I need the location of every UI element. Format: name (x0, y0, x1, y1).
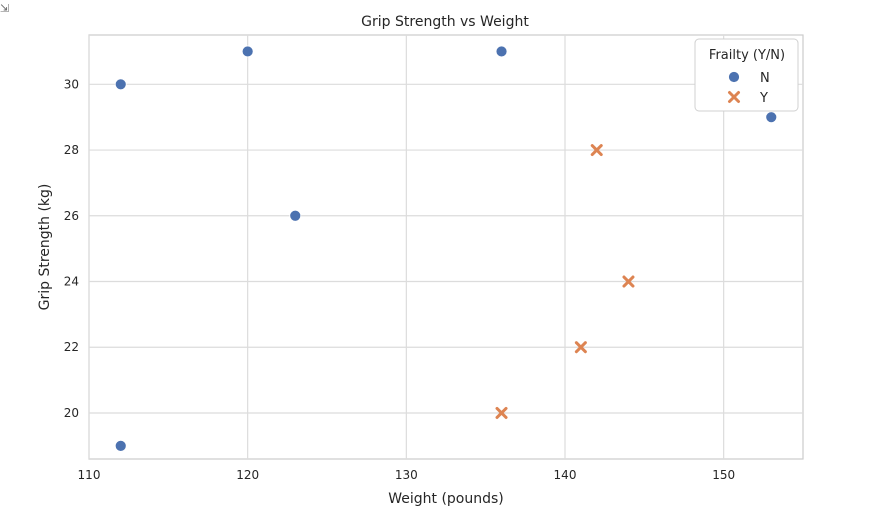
legend-label-Y: Y (759, 91, 768, 106)
legend: Frailty (Y/N) NY (694, 38, 799, 112)
legend-marker-Y (728, 91, 740, 103)
data-point-Y (574, 341, 587, 354)
y-tick-label: 30 (64, 77, 79, 91)
chart-title: Grip Strength vs Weight (361, 14, 529, 30)
plot-area (88, 34, 804, 460)
data-point-N (289, 209, 302, 222)
y-tick-label: 28 (64, 143, 79, 157)
x-axis-label: Weight (pounds) (388, 491, 504, 507)
x-tick-label: 150 (712, 468, 735, 482)
data-points (114, 45, 778, 452)
data-point-Y (495, 406, 508, 419)
legend-marker-N (728, 71, 740, 83)
data-point-Y (590, 144, 603, 157)
legend-title: Frailty (Y/N) (709, 48, 785, 63)
data-point-N (114, 78, 127, 91)
data-point-N (495, 45, 508, 58)
data-point-Y (622, 275, 635, 288)
y-tick-label: 20 (64, 406, 79, 420)
data-point-N (765, 111, 778, 124)
legend-box (694, 38, 799, 112)
y-tick-label: 26 (64, 209, 79, 223)
data-point-N (114, 439, 127, 452)
x-tick-label: 120 (236, 468, 259, 482)
x-tick-label: 110 (78, 468, 101, 482)
y-axis-label: Grip Strength (kg) (37, 184, 53, 311)
legend-label-N: N (760, 71, 770, 86)
x-tick-label: 130 (395, 468, 418, 482)
y-tick-label: 24 (64, 275, 79, 289)
y-tick-label: 22 (64, 340, 79, 354)
data-point-N (241, 45, 254, 58)
x-tick-label: 140 (554, 468, 577, 482)
expand-icon[interactable]: ⇲ (0, 2, 10, 15)
grid-lines (88, 35, 803, 459)
x-tick-labels: 110 120 130 140 150 (78, 468, 736, 482)
y-tick-labels: 20 22 24 26 28 30 (64, 77, 79, 420)
